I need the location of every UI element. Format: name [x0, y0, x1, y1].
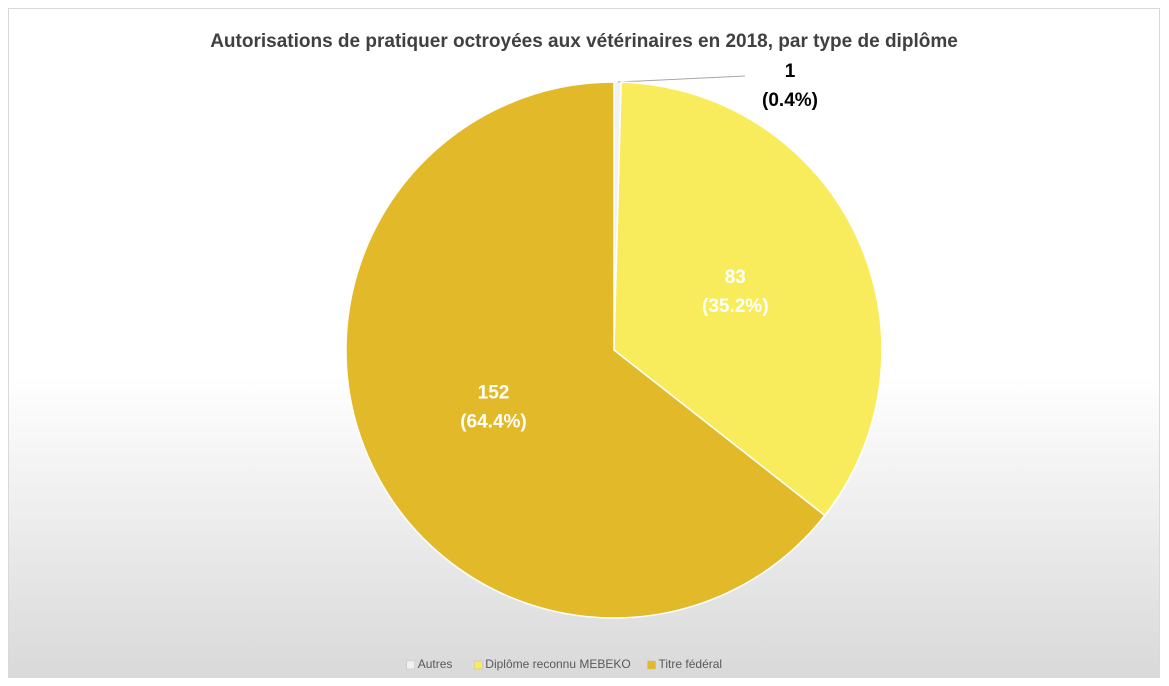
legend-label: Autres: [418, 657, 453, 671]
chart-title: Autorisations de pratiquer octroyées aux…: [210, 31, 958, 52]
legend-label: Titre fédéral: [659, 657, 723, 671]
legend-label: Diplôme reconnu MEBEKO: [485, 657, 630, 671]
legend-swatch: [647, 660, 656, 670]
leader-line: [617, 75, 746, 83]
legend-swatch: [406, 660, 415, 670]
pie-slice: [345, 81, 826, 619]
data-label-percent: (0.4%): [762, 90, 818, 111]
data-label-percent: (35.2%): [702, 296, 769, 317]
data-label: 1: [785, 61, 796, 82]
pie-slice: [613, 81, 883, 517]
data-label: 152: [478, 383, 510, 404]
data-label: 83: [725, 267, 746, 288]
data-label-percent: (64.4%): [460, 412, 527, 433]
legend-swatch: [474, 660, 483, 670]
